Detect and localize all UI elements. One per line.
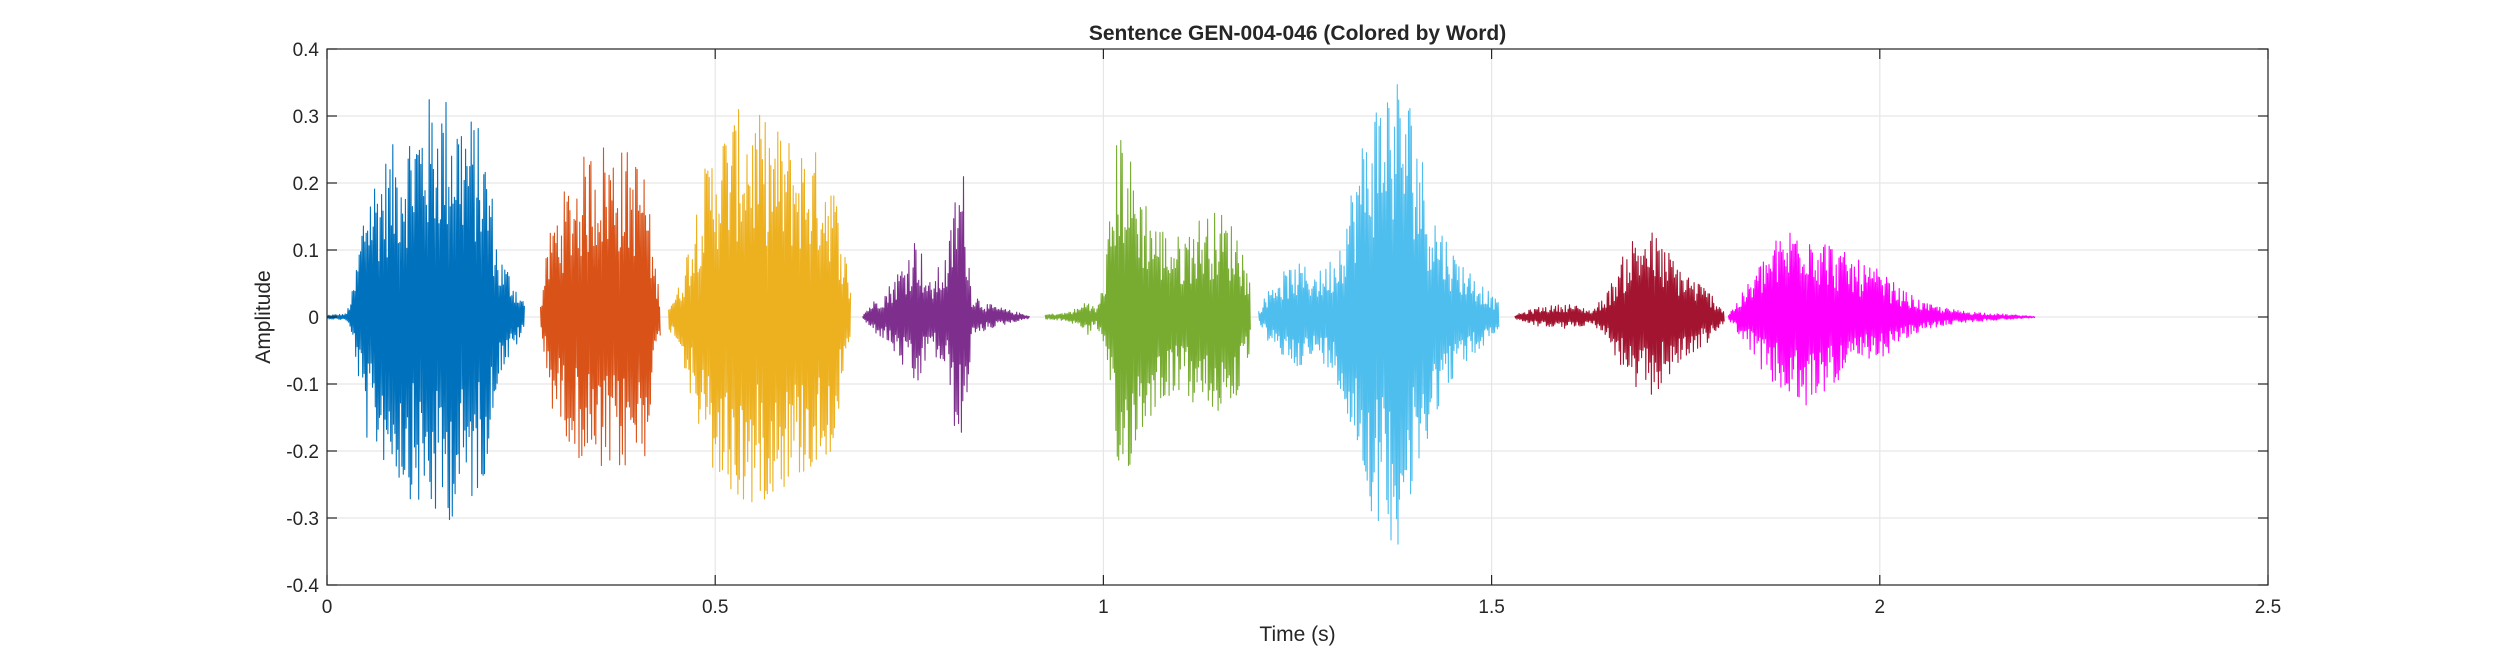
y-tick-label: -0.2 — [286, 442, 319, 463]
y-tick-label: -0.3 — [286, 509, 319, 530]
chart-title: Sentence GEN-004-046 (Colored by Word) — [1089, 22, 1506, 45]
word-waveform-5 — [1044, 140, 1251, 467]
series-layer — [326, 84, 2036, 545]
word-waveform-6 — [1258, 84, 1500, 545]
y-axis-label: Amplitude — [252, 270, 275, 363]
x-axis-label: Time (s) — [1259, 623, 1335, 646]
x-tick-label: 1.5 — [1478, 597, 1504, 618]
y-tick-label: 0.3 — [293, 107, 319, 128]
y-tick-label: -0.4 — [286, 576, 319, 597]
word-waveform-3 — [668, 108, 852, 503]
word-waveform-2 — [539, 147, 661, 467]
x-tick-label: 2.5 — [2255, 597, 2281, 618]
y-tick-label: 0 — [308, 308, 319, 329]
y-tick-label: -0.1 — [286, 375, 319, 396]
x-tick-label: 1 — [1098, 597, 1109, 618]
x-tick-label: 0 — [322, 597, 333, 618]
word-waveform-7 — [1514, 232, 1725, 395]
axis-ticks: 0 0.5 1 1.5 2 2.5 0.4 0.3 0.2 0.1 0 -0.1 -0.2 -0.3 -0.… — [286, 40, 2281, 618]
word-waveform-8 — [1727, 232, 2036, 406]
y-tick-label: 0.4 — [293, 40, 320, 61]
y-tick-label: 0.2 — [293, 174, 319, 195]
x-tick-label: 0.5 — [702, 597, 728, 618]
y-tick-label: 0.1 — [293, 241, 319, 262]
word-waveform-4 — [862, 176, 1030, 433]
x-tick-label: 2 — [1875, 597, 1886, 618]
word-waveform-1 — [326, 99, 525, 521]
